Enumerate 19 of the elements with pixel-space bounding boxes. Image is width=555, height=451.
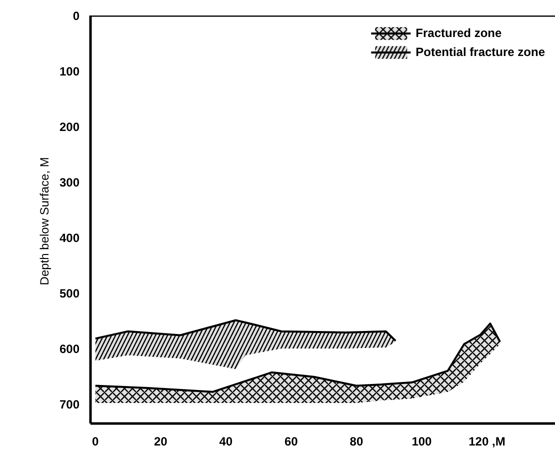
y-tick-label: 400 — [59, 231, 80, 246]
y-tick-label: 500 — [59, 286, 80, 301]
legend-label: Fractured zone — [416, 26, 502, 40]
x-tick-label: 20 — [154, 434, 168, 448]
line-series — [94, 319, 397, 342]
x-tick-label: 100 — [412, 434, 432, 448]
x-tick-label: 80 — [350, 434, 364, 448]
x-tick-label: 120 ,M — [468, 434, 506, 448]
y-tick-label: 200 — [59, 120, 80, 134]
y-tick-label: 0 — [72, 9, 80, 23]
y-axis-title: Depth below Surface, M — [37, 157, 52, 286]
x-tick-label: 40 — [219, 434, 233, 448]
legend-label: Potential fracture zone — [416, 45, 545, 59]
y-tick-label: 300 — [59, 176, 80, 190]
y-tick-label: 700 — [59, 398, 80, 412]
y-tick-label: 600 — [59, 342, 80, 356]
y-tick-label: 100 — [59, 64, 80, 79]
x-tick-label: 60 — [284, 434, 298, 448]
x-tick-label: 0 — [92, 434, 100, 448]
